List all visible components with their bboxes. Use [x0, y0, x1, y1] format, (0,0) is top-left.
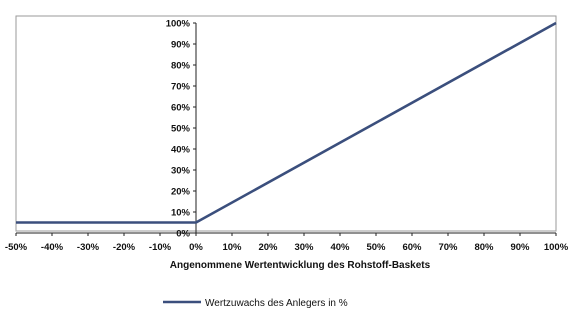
x-tick-label: -20%: [113, 242, 136, 253]
x-tick-label: -50%: [5, 242, 28, 253]
x-axis-title: Angenommene Wertentwicklung des Rohstoff…: [170, 260, 431, 271]
x-tick-label: 70%: [438, 242, 458, 253]
legend-label: Wertzuwachs des Anlegers in %: [205, 298, 348, 309]
plot-area-border: [15, 15, 557, 232]
series-layer: [16, 21, 557, 224]
x-tick-label: -10%: [149, 242, 172, 253]
y-tick-label: 90%: [171, 40, 191, 51]
y-tick-label: 70%: [171, 82, 191, 93]
x-tick-label: 20%: [258, 242, 278, 253]
x-tick-label: 0%: [189, 242, 203, 253]
y-tick-label: 100%: [166, 19, 191, 30]
x-tick-label: 30%: [294, 242, 314, 253]
y-axis-ticks: 0% 10% 20% 30% 40% 50% 60% 70% 80% 90% 100%: [166, 19, 196, 240]
x-tick-label: 60%: [402, 242, 422, 253]
y-tick-label: 60%: [171, 103, 191, 114]
x-axis-ticks: -50% -40% -30% -20% -10% 0% 10% 20% 30% 40% 50% 60%…: [5, 233, 569, 253]
series-line: [16, 21, 557, 224]
y-tick-label: 20%: [171, 187, 191, 198]
y-tick-label: 50%: [171, 124, 191, 135]
x-tick-label: 80%: [474, 242, 494, 253]
legend: Wertzuwachs des Anlegers in %: [163, 298, 348, 309]
y-tick-label: 40%: [171, 145, 191, 156]
x-tick-label: -40%: [41, 242, 64, 253]
x-tick-label: 90%: [510, 242, 530, 253]
x-tick-label: 40%: [330, 242, 350, 253]
y-tick-label: 80%: [171, 61, 191, 72]
x-tick-label: 100%: [544, 242, 569, 253]
x-tick-label: -30%: [77, 242, 100, 253]
y-tick-label: 10%: [171, 208, 191, 219]
y-tick-label: 30%: [171, 166, 191, 177]
x-tick-label: 10%: [222, 242, 242, 253]
y-tick-label: 0%: [176, 229, 190, 240]
x-tick-label: 50%: [366, 242, 386, 253]
